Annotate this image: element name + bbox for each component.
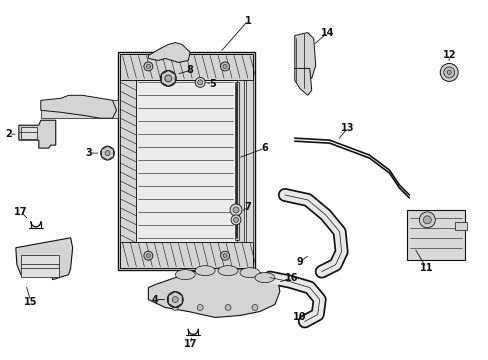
Circle shape [233, 207, 239, 213]
Polygon shape [19, 120, 56, 148]
Circle shape [143, 62, 153, 71]
Circle shape [160, 71, 176, 86]
Text: 1: 1 [244, 15, 251, 26]
Bar [120, 80, 136, 242]
Polygon shape [102, 146, 113, 160]
Ellipse shape [175, 270, 195, 280]
Text: 13: 13 [340, 123, 354, 133]
Text: 14: 14 [320, 28, 334, 37]
Bar [245, 80, 252, 242]
Circle shape [423, 216, 430, 224]
Ellipse shape [254, 273, 274, 283]
Circle shape [439, 63, 457, 81]
Polygon shape [294, 32, 315, 78]
Bar [120, 54, 252, 80]
Polygon shape [148, 42, 190, 62]
Circle shape [146, 254, 150, 258]
Circle shape [105, 150, 110, 156]
Text: 17: 17 [14, 207, 27, 217]
Polygon shape [294, 68, 311, 95]
Bar [237, 80, 244, 242]
Bar [120, 242, 252, 268]
Text: 15: 15 [24, 297, 38, 306]
Circle shape [223, 64, 226, 68]
Bar [235, 82, 239, 240]
Polygon shape [41, 100, 118, 118]
Circle shape [220, 251, 229, 260]
Text: 10: 10 [292, 312, 306, 323]
Polygon shape [161, 71, 175, 86]
Text: 2: 2 [5, 129, 12, 139]
Circle shape [195, 77, 205, 87]
Circle shape [230, 215, 241, 225]
Circle shape [447, 71, 450, 75]
Bar [407, 210, 464, 260]
Text: 6: 6 [261, 143, 268, 153]
Ellipse shape [240, 268, 260, 278]
Bar [118, 53, 254, 270]
Circle shape [167, 292, 183, 307]
Circle shape [101, 146, 114, 160]
Text: 12: 12 [442, 50, 455, 60]
Polygon shape [148, 268, 279, 318]
Polygon shape [168, 292, 182, 307]
Text: 5: 5 [208, 79, 215, 89]
Polygon shape [41, 95, 116, 118]
Text: 3: 3 [85, 148, 92, 158]
Ellipse shape [195, 266, 215, 276]
Text: 11: 11 [419, 263, 432, 273]
Circle shape [197, 80, 202, 85]
Circle shape [251, 305, 258, 310]
Circle shape [143, 251, 153, 260]
Circle shape [220, 62, 229, 71]
Text: 4: 4 [152, 294, 159, 305]
Circle shape [419, 212, 434, 228]
Text: 17: 17 [183, 339, 197, 349]
Bar [21, 127, 37, 139]
Text: 9: 9 [296, 257, 303, 267]
Circle shape [223, 254, 226, 258]
Text: 8: 8 [186, 66, 193, 76]
Circle shape [233, 217, 238, 222]
Bar [454, 222, 466, 230]
Circle shape [443, 67, 454, 78]
Text: 7: 7 [244, 202, 251, 212]
Bar [21, 255, 59, 276]
Circle shape [172, 297, 178, 302]
Circle shape [229, 204, 242, 216]
Circle shape [197, 305, 203, 310]
Polygon shape [16, 238, 73, 280]
Circle shape [224, 305, 230, 310]
Circle shape [164, 75, 171, 82]
Bar [136, 80, 237, 242]
Text: 16: 16 [285, 273, 298, 283]
Circle shape [146, 64, 150, 68]
Ellipse shape [218, 266, 238, 276]
Circle shape [172, 305, 178, 310]
